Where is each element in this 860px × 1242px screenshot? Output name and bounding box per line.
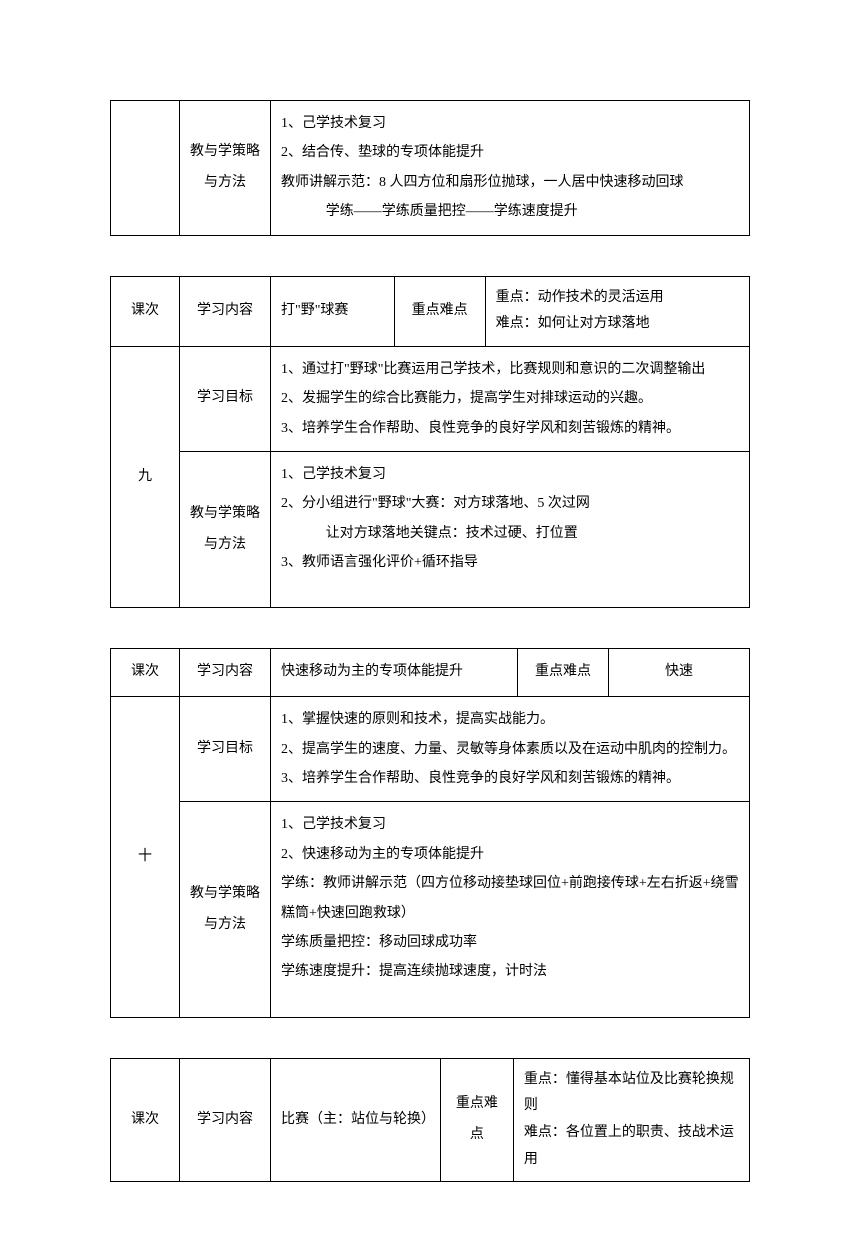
diff-content: 重点：动作技术的灵活运用 难点：如何让对方球落地 bbox=[485, 276, 749, 346]
diff-line: 重点：懂得基本站位及比赛轮换规则 bbox=[524, 1072, 734, 1114]
diff-line: 难点：如何让对方球落地 bbox=[496, 316, 650, 331]
strategy-line: 1、己学技术复习 bbox=[281, 817, 386, 832]
content-label: 学习内容 bbox=[180, 1058, 271, 1181]
lesson-no: 九 bbox=[111, 346, 180, 608]
strategy-line: 3、教师语言强化评价+循环指导 bbox=[281, 555, 478, 570]
diff-label: 重点难点 bbox=[440, 1058, 513, 1181]
lesson-label: 课次 bbox=[111, 649, 180, 697]
content-label: 学习内容 bbox=[180, 649, 271, 697]
lesson-label: 课次 bbox=[111, 1058, 180, 1181]
strategy-content: 1、己学技术复习 2、结合传、垫球的专项体能提升 教师讲解示范：8 人四方位和扇… bbox=[271, 101, 750, 236]
strategy-content: 1、己学技术复习 2、分小组进行"野球"大赛：对方球落地、5 次过网 让对方球落… bbox=[271, 451, 750, 608]
goal-content: 1、掌握快速的原则和技术，提高实战能力。 2、提高学生的速度、力量、灵敏等身体素… bbox=[271, 697, 750, 802]
diff-label: 重点难点 bbox=[518, 649, 609, 697]
diff-value: 快速 bbox=[609, 649, 750, 697]
goal-label: 学习目标 bbox=[180, 346, 271, 451]
content-value: 打"野"球赛 bbox=[271, 276, 395, 346]
lesson-table-8-continued: 教与学策略与方法 1、己学技术复习 2、结合传、垫球的专项体能提升 教师讲解示范… bbox=[110, 100, 750, 236]
strategy-line: 2、快速移动为主的专项体能提升 bbox=[281, 847, 484, 862]
goal-line: 2、发掘学生的综合比赛能力，提高学生对排球运动的兴趣。 bbox=[281, 391, 652, 406]
strategy-line: 学练速度提升：提高连续抛球速度，计时法 bbox=[281, 964, 547, 979]
diff-line: 重点：动作技术的灵活运用 bbox=[496, 290, 664, 305]
lesson-table-9: 课次 学习内容 打"野"球赛 重点难点 重点：动作技术的灵活运用 难点：如何让对… bbox=[110, 276, 750, 609]
strategy-line: 让对方球落地关键点：技术过硬、打位置 bbox=[281, 519, 739, 548]
diff-line: 难点：各位置上的职责、技战术运用 bbox=[524, 1125, 734, 1167]
lesson-table-10: 课次 学习内容 快速移动为主的专项体能提升 重点难点 快速 十 学习目标 1、掌… bbox=[110, 648, 750, 1017]
content-value: 快速移动为主的专项体能提升 bbox=[271, 649, 518, 697]
goal-line: 1、通过打"野球"比赛运用己学技术，比赛规则和意识的二次调整输出 bbox=[281, 362, 705, 377]
goal-label: 学习目标 bbox=[180, 697, 271, 802]
strategy-content: 1、己学技术复习 2、快速移动为主的专项体能提升 学练：教师讲解示范（四方位移动… bbox=[271, 802, 750, 1017]
diff-label: 重点难点 bbox=[394, 276, 485, 346]
blank-cell bbox=[111, 101, 180, 236]
lesson-no: 十 bbox=[111, 697, 180, 1018]
strategy-label: 教与学策略与方法 bbox=[180, 802, 271, 1017]
lesson-label: 课次 bbox=[111, 276, 180, 346]
strategy-line: 学练：教师讲解示范（四方位移动接垫球回位+前跑接传球+左右折返+绕雪糕筒+快速回… bbox=[281, 876, 739, 920]
strategy-label: 教与学策略与方法 bbox=[180, 451, 271, 608]
goal-line: 1、掌握快速的原则和技术，提高实战能力。 bbox=[281, 712, 554, 727]
strategy-line: 1、己学技术复习 bbox=[281, 116, 386, 131]
strategy-label: 教与学策略与方法 bbox=[180, 101, 271, 236]
strategy-line: 2、结合传、垫球的专项体能提升 bbox=[281, 145, 484, 160]
diff-content: 重点：懂得基本站位及比赛轮换规则 难点：各位置上的职责、技战术运用 bbox=[513, 1058, 749, 1181]
strategy-line: 教师讲解示范：8 人四方位和扇形位抛球，一人居中快速移动回球 bbox=[281, 175, 684, 190]
strategy-line: 学练质量把控：移动回球成功率 bbox=[281, 935, 477, 950]
content-value: 比赛（主：站位与轮换） bbox=[271, 1058, 441, 1181]
strategy-line: 2、分小组进行"野球"大赛：对方球落地、5 次过网 bbox=[281, 496, 590, 511]
goal-line: 2、提高学生的速度、力量、灵敏等身体素质以及在运动中肌肉的控制力。 bbox=[281, 742, 736, 757]
strategy-line: 学练——学练质量把控——学练速度提升 bbox=[281, 197, 739, 226]
goal-line: 3、培养学生合作帮助、良性竞争的良好学风和刻苦锻炼的精神。 bbox=[281, 771, 680, 786]
goal-content: 1、通过打"野球"比赛运用己学技术，比赛规则和意识的二次调整输出 2、发掘学生的… bbox=[271, 346, 750, 451]
content-label: 学习内容 bbox=[180, 276, 271, 346]
goal-line: 3、培养学生合作帮助、良性竞争的良好学风和刻苦锻炼的精神。 bbox=[281, 421, 680, 436]
lesson-table-11-header: 课次 学习内容 比赛（主：站位与轮换） 重点难点 重点：懂得基本站位及比赛轮换规… bbox=[110, 1058, 750, 1182]
strategy-line: 1、己学技术复习 bbox=[281, 467, 386, 482]
